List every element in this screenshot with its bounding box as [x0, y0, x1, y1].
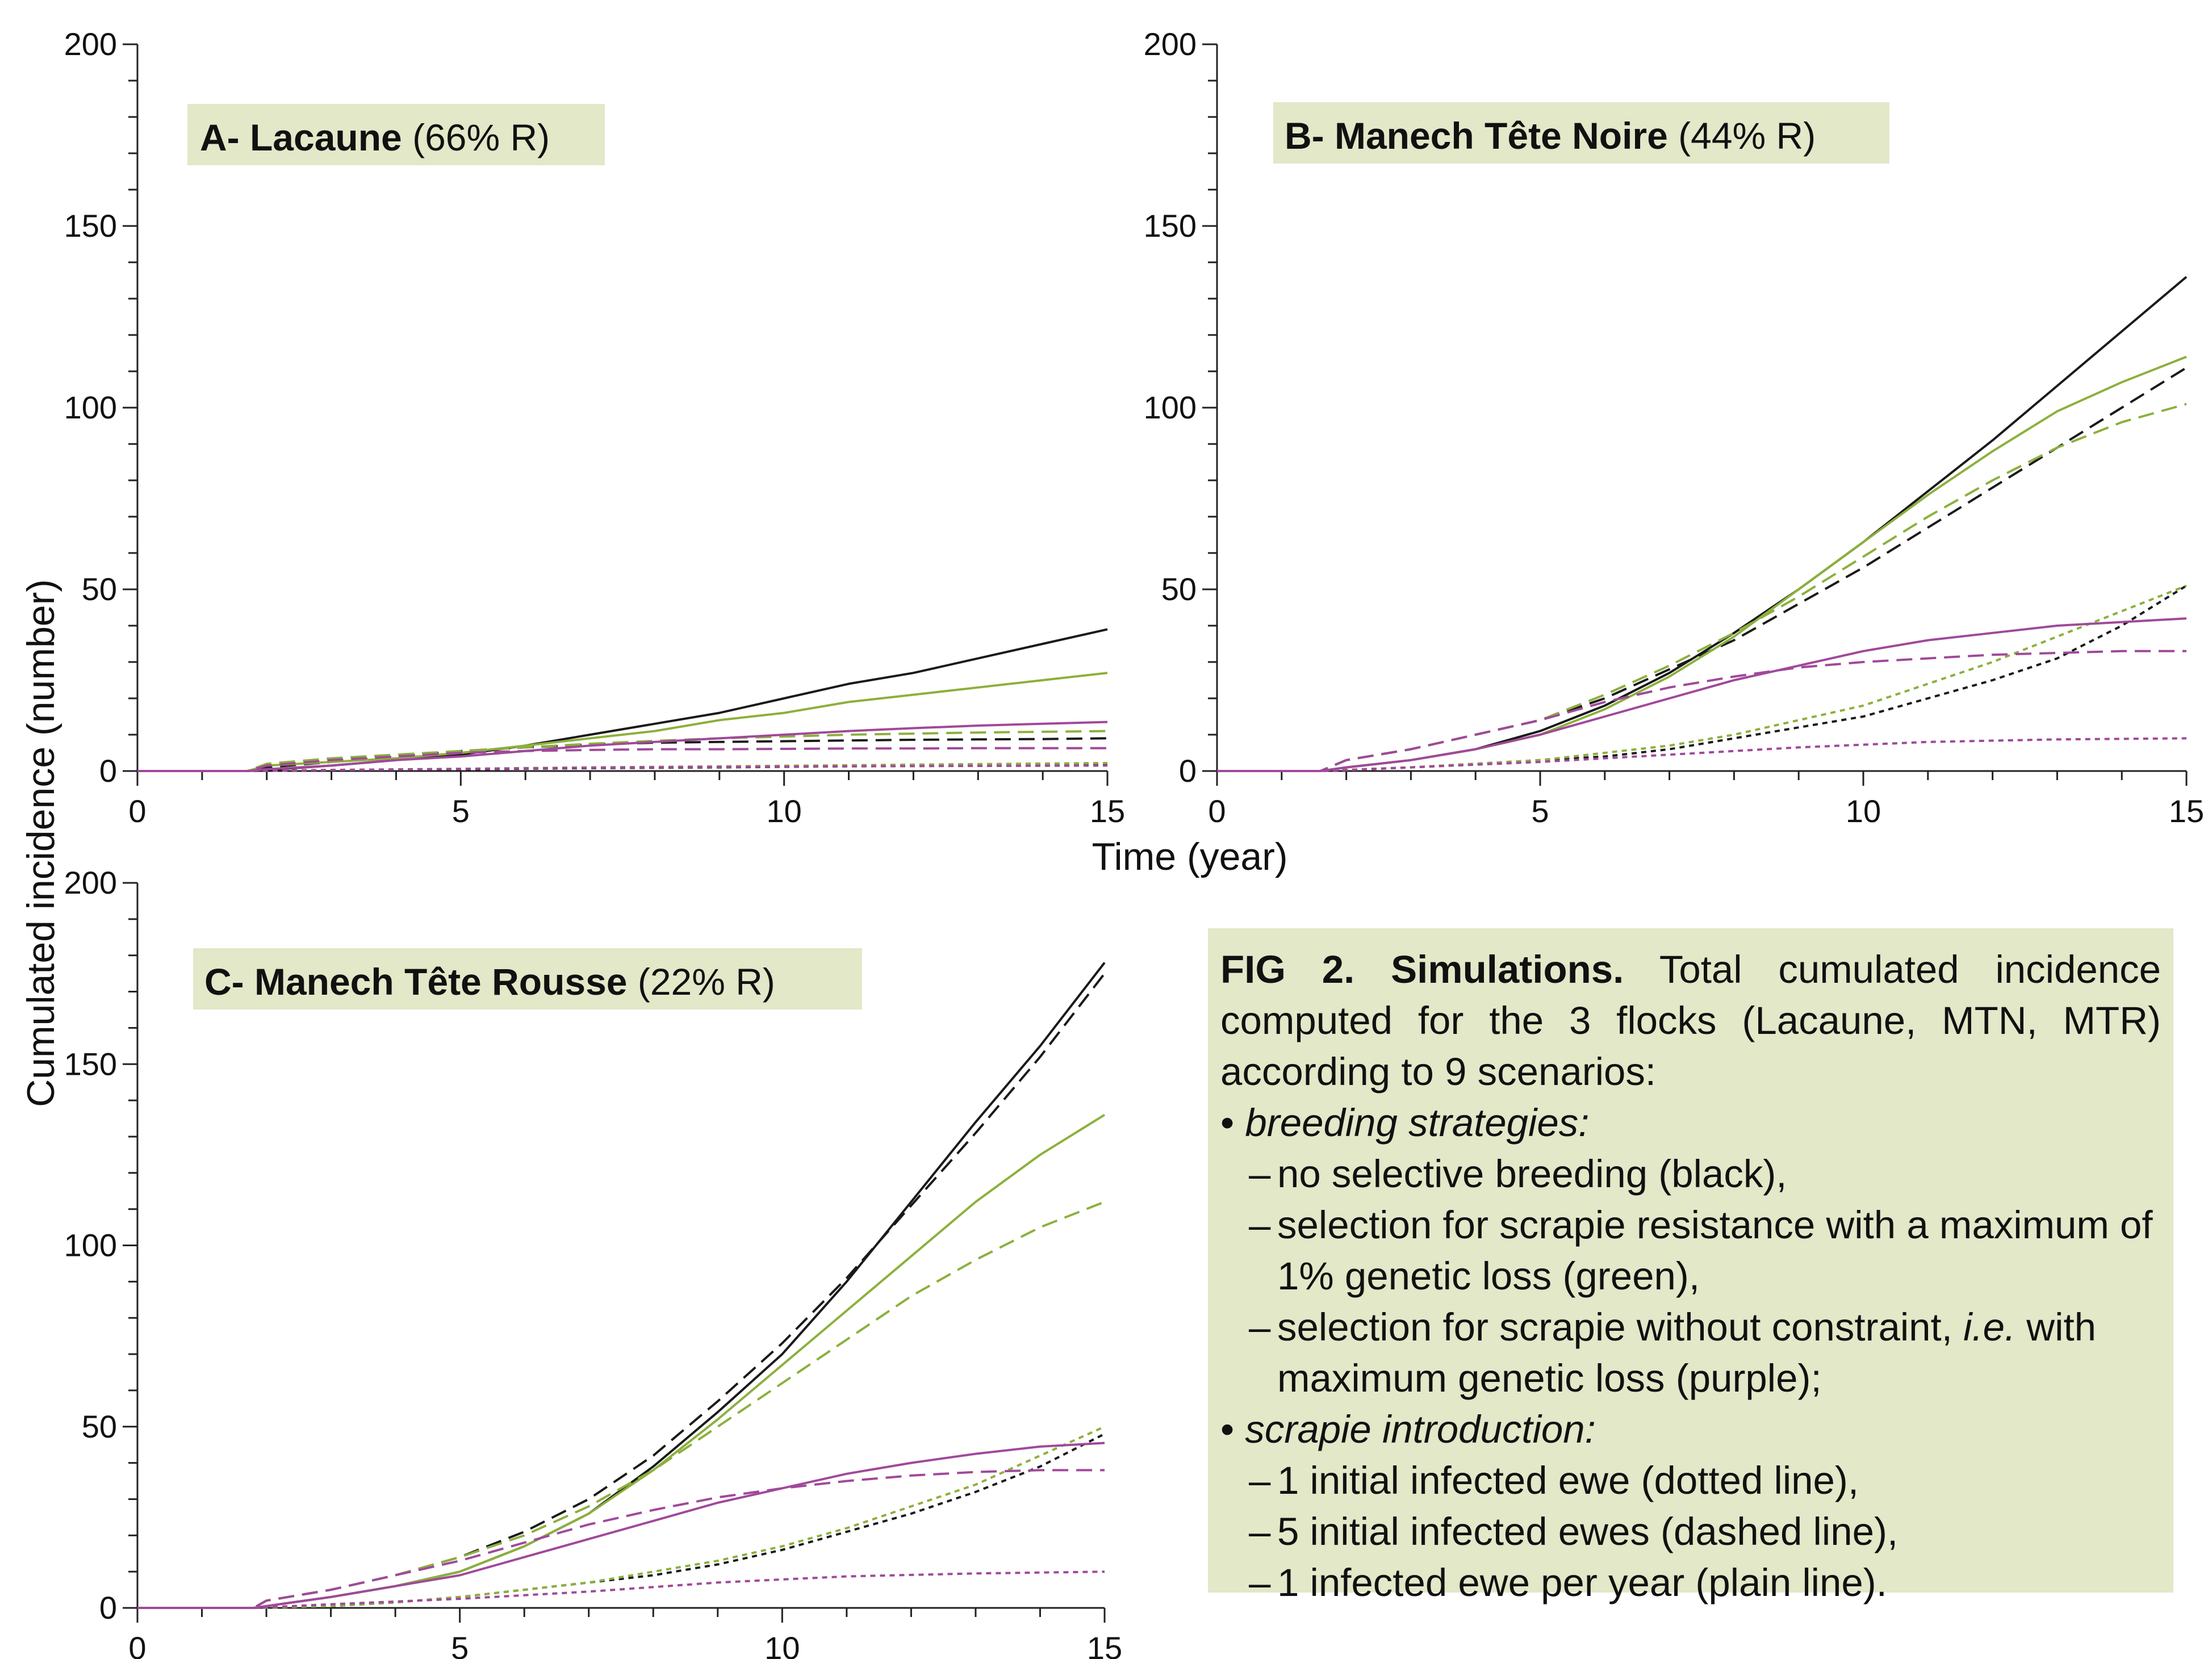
caption-heading: FIG 2. Simulations. Total cumulated inci…: [1220, 944, 2161, 1097]
y-tick-label: 200: [64, 26, 117, 62]
caption-breeding-item-2: – selection for scrapie resistance with a…: [1220, 1200, 2161, 1302]
caption-breeding-ie: i.e.: [1963, 1305, 2016, 1349]
series-line-green-plain: [1217, 355, 2187, 772]
panel-title: A- Lacaune (66% R): [200, 116, 550, 158]
panel-title-box: [187, 104, 605, 165]
panel-title-detail: (22% R): [628, 961, 775, 1003]
series-line-green-dashed: [137, 1201, 1105, 1609]
y-tick-label: 100: [64, 389, 117, 425]
series-line-purple-dashed: [1217, 650, 2186, 772]
y-tick-label: 0: [99, 753, 117, 789]
caption-breeding-label: breeding strategies:: [1245, 1101, 1590, 1145]
series-line-purple-plain: [137, 720, 1108, 772]
series-line-black-dashed: [137, 973, 1106, 1609]
caption-breeding-text-3a: selection for scrapie without constraint…: [1277, 1305, 1964, 1349]
panel-title: C- Manech Tête Rousse (22% R): [204, 961, 775, 1003]
x-tick-label: 5: [452, 793, 470, 829]
panel-title-detail: (66% R): [402, 116, 550, 158]
series-line-purple-plain: [137, 1442, 1105, 1609]
caption-intro: Total cumulated incidence computed for t…: [1220, 948, 2161, 1094]
x-tick-label: 0: [1208, 793, 1226, 829]
dash-icon: –: [1249, 1305, 1271, 1349]
x-tick-label: 5: [451, 1630, 469, 1659]
x-tick-label: 0: [128, 793, 146, 829]
x-tick-label: 10: [1846, 793, 1881, 829]
x-tick-label: 10: [767, 793, 802, 829]
x-axis-label: Time (year): [1092, 835, 1287, 878]
series-line-black-dashed: [1217, 366, 2188, 772]
panel-title: B- Manech Tête Noire (44% R): [1285, 115, 1816, 157]
dash-icon: –: [1249, 1152, 1271, 1196]
panel-title-bold: C- Manech Tête Rousse: [204, 961, 628, 1003]
caption-bullet-introduction: • scrapie introduction:: [1220, 1404, 2161, 1455]
y-tick-label: 150: [64, 208, 117, 244]
panel-c-manech-tete-rousse: C- Manech Tête Rousse (22% R)0 5 10 1505010…: [64, 865, 1123, 1659]
panel-title-box: [1273, 102, 1889, 164]
series-line-green-plain: [137, 1113, 1106, 1609]
series-line-purple-plain: [1217, 617, 2187, 772]
bullet-icon: •: [1220, 1407, 1235, 1451]
series-line-black-dotted: [1217, 584, 2188, 772]
bullet-icon: •: [1220, 1101, 1235, 1145]
series-line-purple-dashed: [137, 747, 1107, 772]
x-tick-label: 15: [2169, 793, 2204, 829]
series-line-black-dotted: [137, 1432, 1105, 1609]
y-tick-label: 150: [1144, 208, 1197, 244]
y-tick-label: 200: [1144, 26, 1197, 62]
x-tick-label: 15: [1087, 1630, 1122, 1659]
caption-intro-text-2: 5 initial infected ewes (dashed line),: [1277, 1510, 1899, 1553]
series-line-purple-dotted: [137, 764, 1108, 772]
y-tick-label: 50: [82, 1409, 117, 1444]
caption-intro-text-3: 1 infected ewe per year (plain line).: [1277, 1561, 1887, 1604]
caption-introduction-label: scrapie introduction:: [1245, 1407, 1596, 1451]
y-axis-label: Cumulated incidence (number): [19, 579, 62, 1107]
caption-bullet-breeding: • breeding strategies:: [1220, 1097, 2161, 1149]
dash-icon: –: [1249, 1510, 1271, 1553]
dash-icon: –: [1249, 1203, 1271, 1247]
panel-title-bold: B- Manech Tête Noire: [1285, 115, 1668, 157]
caption-intro-text-1: 1 initial infected ewe (dotted line),: [1277, 1459, 1859, 1502]
y-tick-label: 200: [64, 865, 117, 900]
series-line-black-plain: [137, 962, 1106, 1609]
x-tick-label: 15: [1090, 793, 1125, 829]
series-line-purple-dotted: [137, 1570, 1105, 1609]
y-tick-label: 50: [1161, 571, 1197, 607]
y-tick-label: 50: [82, 571, 117, 607]
y-tick-label: 100: [64, 1228, 117, 1263]
caption-breeding-text-1: no selective breeding (black),: [1277, 1152, 1787, 1196]
series-line-purple-dashed: [137, 1469, 1105, 1609]
x-tick-label: 0: [128, 1630, 146, 1659]
series-line-black-plain: [1217, 276, 2188, 772]
y-tick-label: 0: [1179, 753, 1197, 789]
panel-title-box: [193, 948, 862, 1009]
panel-title-bold: A- Lacaune: [200, 116, 402, 158]
caption-breeding-item-3: – selection for scrapie without constrain…: [1220, 1302, 2161, 1404]
caption-title: FIG 2. Simulations.: [1220, 948, 1624, 991]
series-line-green-dashed: [1217, 403, 2187, 772]
dash-icon: –: [1249, 1561, 1271, 1604]
y-tick-label: 100: [1144, 389, 1197, 425]
x-tick-label: 10: [764, 1630, 800, 1659]
panel-b-manech-tete-noire: B- Manech Tête Noire (44% R)0 5 10 15050100…: [1144, 26, 2205, 829]
figure-caption: FIG 2. Simulations. Total cumulated inci…: [1208, 928, 2173, 1604]
panel-title-detail: (44% R): [1668, 115, 1816, 157]
caption-intro-item-2: –5 initial infected ewes (dashed line),: [1220, 1506, 2161, 1557]
series-line-green-dotted: [137, 1425, 1105, 1609]
x-tick-label: 5: [1531, 793, 1549, 829]
y-tick-label: 0: [99, 1590, 117, 1626]
caption-breeding-text-3b: with maximum genetic loss (purple);: [1277, 1305, 2096, 1400]
series-line-green-dashed: [137, 730, 1108, 772]
dash-icon: –: [1249, 1459, 1271, 1502]
series-line-green-plain: [137, 672, 1108, 772]
y-tick-label: 150: [64, 1046, 117, 1082]
caption-breeding-item-1: – no selective breeding (black),: [1220, 1149, 2161, 1200]
caption-breeding-text-2: selection for scrapie resistance with a …: [1277, 1203, 2153, 1298]
caption-intro-item-1: –1 initial infected ewe (dotted line),: [1220, 1455, 2161, 1506]
caption-intro-item-3: –1 infected ewe per year (plain line).: [1220, 1557, 2161, 1608]
